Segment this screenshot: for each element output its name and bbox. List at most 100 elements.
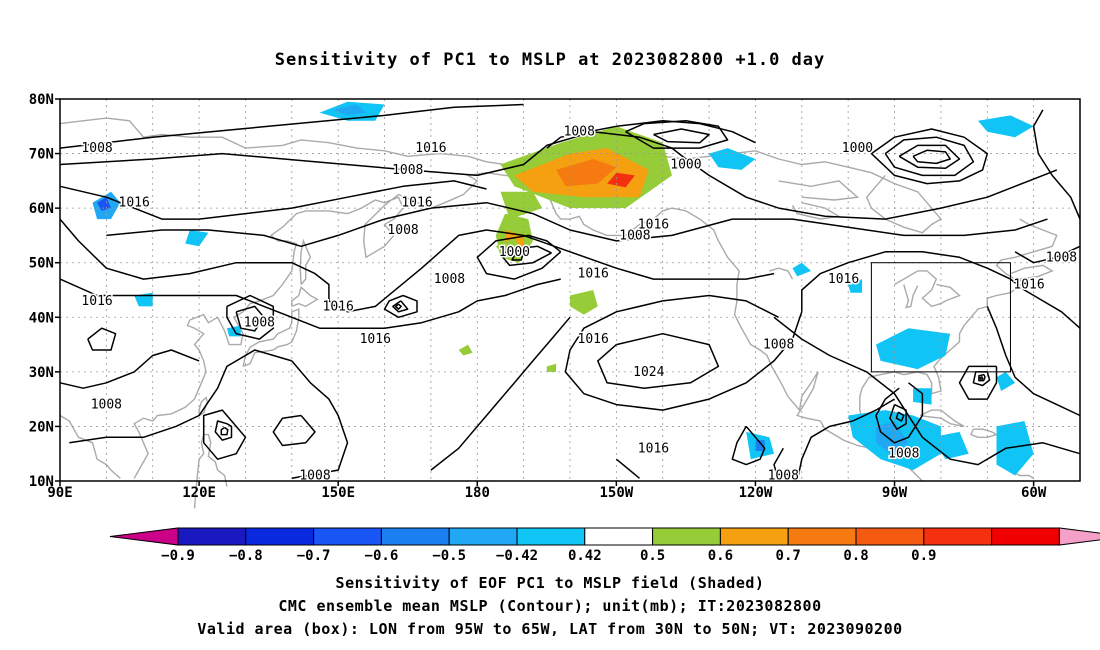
lat-label: 40N [29, 310, 54, 326]
isobar-14 [564, 294, 803, 411]
lat-label: 50N [29, 256, 54, 272]
isobar-3 [59, 180, 487, 220]
coastline-15 [769, 267, 794, 280]
coastline-16 [894, 270, 961, 308]
contour-label: 1008 [392, 163, 423, 178]
isobar-16 [69, 349, 293, 444]
coastline-12 [970, 428, 999, 438]
lon-label: 60W [1021, 485, 1047, 501]
isobar-19 [214, 420, 233, 441]
isobar-46 [615, 458, 640, 479]
contour-label: 1008 [81, 141, 112, 156]
sensitivity-shading [92, 101, 1034, 476]
mslp-contours [59, 103, 1081, 482]
shaded-blob-30 [792, 262, 812, 277]
shaded-blob-21 [876, 421, 909, 454]
contour-label: 1016 [638, 218, 669, 233]
colorbar-cell [448, 527, 518, 546]
lat-label: 10N [29, 474, 54, 490]
isobar-31 [958, 365, 998, 400]
isobar-39 [870, 128, 989, 185]
shaded-blob-9 [495, 238, 519, 252]
isobar-5 [59, 218, 775, 313]
caption-valid-area: Valid area (box): LON from 95W to 65W, L… [197, 620, 903, 638]
shaded-blob-2 [556, 159, 617, 187]
isobar-18 [202, 409, 247, 460]
shaded-blob-15 [333, 104, 366, 116]
lat-label: 80N [29, 92, 54, 108]
coastline-2 [198, 396, 209, 417]
lon-label: 120E [182, 485, 216, 501]
isobar-17 [291, 360, 349, 480]
colorbar-cell [516, 527, 586, 546]
map-frame [59, 98, 1081, 482]
shaded-blob-11 [546, 363, 557, 372]
isobar-27 [731, 425, 766, 466]
shaded-blob-13 [97, 197, 111, 211]
colorbar-cell [719, 527, 789, 546]
coastline-0 [59, 414, 121, 479]
colorbar-cell [652, 527, 721, 546]
isobar-24 [235, 305, 265, 332]
colorbar-cell [787, 527, 857, 546]
shaded-blob-26 [996, 371, 1016, 391]
isobar-12 [394, 303, 402, 310]
isobar-2 [546, 120, 756, 149]
colorbar-label: 0.6 [708, 548, 733, 564]
lon-label: 150W [600, 485, 634, 501]
contour-label: 1000 [842, 141, 873, 156]
lat-label: 20N [29, 419, 54, 435]
isobar-45 [1032, 109, 1081, 220]
contour-label: 1008 [888, 447, 919, 462]
shaded-blob-27 [185, 230, 209, 247]
colorbar-label: −0.7 [297, 548, 331, 564]
colorbar-label: −0.6 [365, 548, 399, 564]
shaded-blob-25 [755, 440, 765, 451]
colorbar-cell [177, 527, 247, 546]
colorbar-cell [923, 527, 993, 546]
colorbar-arrow-right [1058, 527, 1100, 546]
lon-label: 90E [47, 485, 72, 501]
colorbar-label: −0.5 [432, 548, 466, 564]
shaded-blob-8 [570, 290, 598, 315]
caption-contour: CMC ensemble mean MSLP (Contour); unit(m… [278, 597, 822, 615]
lat-label: 70N [29, 147, 54, 163]
contour-label: 1016 [415, 141, 446, 156]
contour-label: 1016 [81, 294, 112, 309]
isobar-30 [895, 411, 905, 422]
shaded-blob-22 [931, 431, 969, 460]
colorbar-label: 0.5 [640, 548, 665, 564]
isobar-43 [625, 120, 729, 149]
contour-label: 1016 [401, 196, 432, 211]
isobar-34 [979, 376, 984, 380]
contour-label: 1024 [633, 365, 664, 380]
contour-label: 1008 [763, 338, 794, 353]
colorbar-label: 0.7 [776, 548, 801, 564]
shaded-blob-4 [500, 191, 543, 220]
contour-labels: 1008100810161016100810001000101610081000… [80, 123, 1079, 485]
contour-label: 1008 [434, 272, 465, 287]
isobar-9 [511, 251, 525, 261]
coastline-18 [778, 180, 860, 201]
isobar-10 [383, 294, 418, 319]
isobar-15 [597, 332, 720, 389]
isobar-37 [801, 251, 1081, 329]
contour-label: 1000 [670, 157, 701, 172]
contour-label: 1008 [387, 223, 418, 238]
colorbar: −0.9 −0.8 −0.7 −0.6 −0.5 −0.42 0.42 0.5 0.6 0.7 0.… [109, 527, 1100, 564]
isobar-33 [978, 373, 986, 382]
isobar-8 [499, 245, 552, 267]
lat-label: 30N [29, 365, 54, 381]
colorbar-label: −0.42 [496, 548, 538, 564]
contour-label: 1016 [828, 272, 859, 287]
isobar-25 [87, 327, 117, 351]
contour-label: 1008 [619, 228, 650, 243]
shaded-blob-18 [876, 328, 951, 370]
isobar-26 [796, 398, 895, 482]
isobar-38 [1014, 245, 1081, 264]
caption-shaded: Sensitivity of EOF PC1 to MSLP field (Sh… [335, 574, 765, 592]
isobar-23 [226, 294, 275, 340]
contour-label: 1016 [323, 299, 354, 314]
coastline-20 [1010, 264, 1054, 280]
